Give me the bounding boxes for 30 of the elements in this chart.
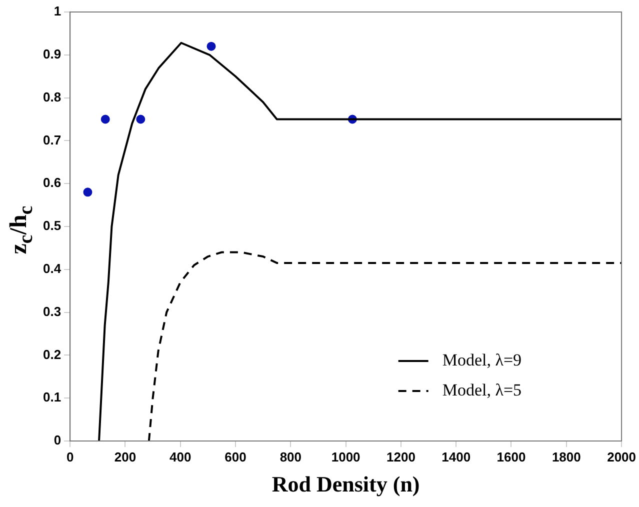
point: [136, 114, 146, 124]
legend-label: Model, λ=5: [442, 380, 522, 400]
y-tick-label: 1: [54, 4, 62, 19]
x-tick-label: 1000: [331, 449, 360, 464]
y-tick-label: 0: [54, 432, 62, 448]
y-tick-label: 0.3: [42, 304, 62, 319]
y-tick-label: 0.4: [42, 260, 62, 276]
x-tick-label: 2000: [607, 449, 636, 464]
x-tick-label: 1600: [496, 449, 526, 464]
x-tick-label: 1400: [442, 449, 471, 464]
y-tick-label: 0.2: [42, 346, 62, 362]
line-series: [148, 251, 622, 441]
y-tick-label: 0.5: [42, 218, 62, 234]
x-tick-label: 400: [170, 449, 192, 464]
y-tick-label: 0.1: [42, 390, 62, 405]
x-tick-label: 1200: [386, 449, 416, 464]
y-tick-label: 0.9: [42, 46, 62, 62]
legend-label: Model, λ=9: [442, 350, 522, 370]
point: [83, 188, 92, 197]
point: [100, 114, 110, 124]
y-tick-label: 0.7: [42, 132, 62, 148]
x-tick-label: 0: [66, 449, 74, 464]
x-tick-label: 200: [114, 449, 136, 464]
x-tick-label: 1800: [552, 449, 581, 464]
y-tick-label: 0.6: [42, 175, 62, 190]
y-tick-label: 0.8: [42, 89, 62, 104]
x-axis-title: Rod Density (n): [272, 471, 420, 496]
point: [206, 42, 216, 51]
x-tick-label: 600: [224, 449, 246, 464]
x-tick-label: 800: [280, 449, 302, 464]
